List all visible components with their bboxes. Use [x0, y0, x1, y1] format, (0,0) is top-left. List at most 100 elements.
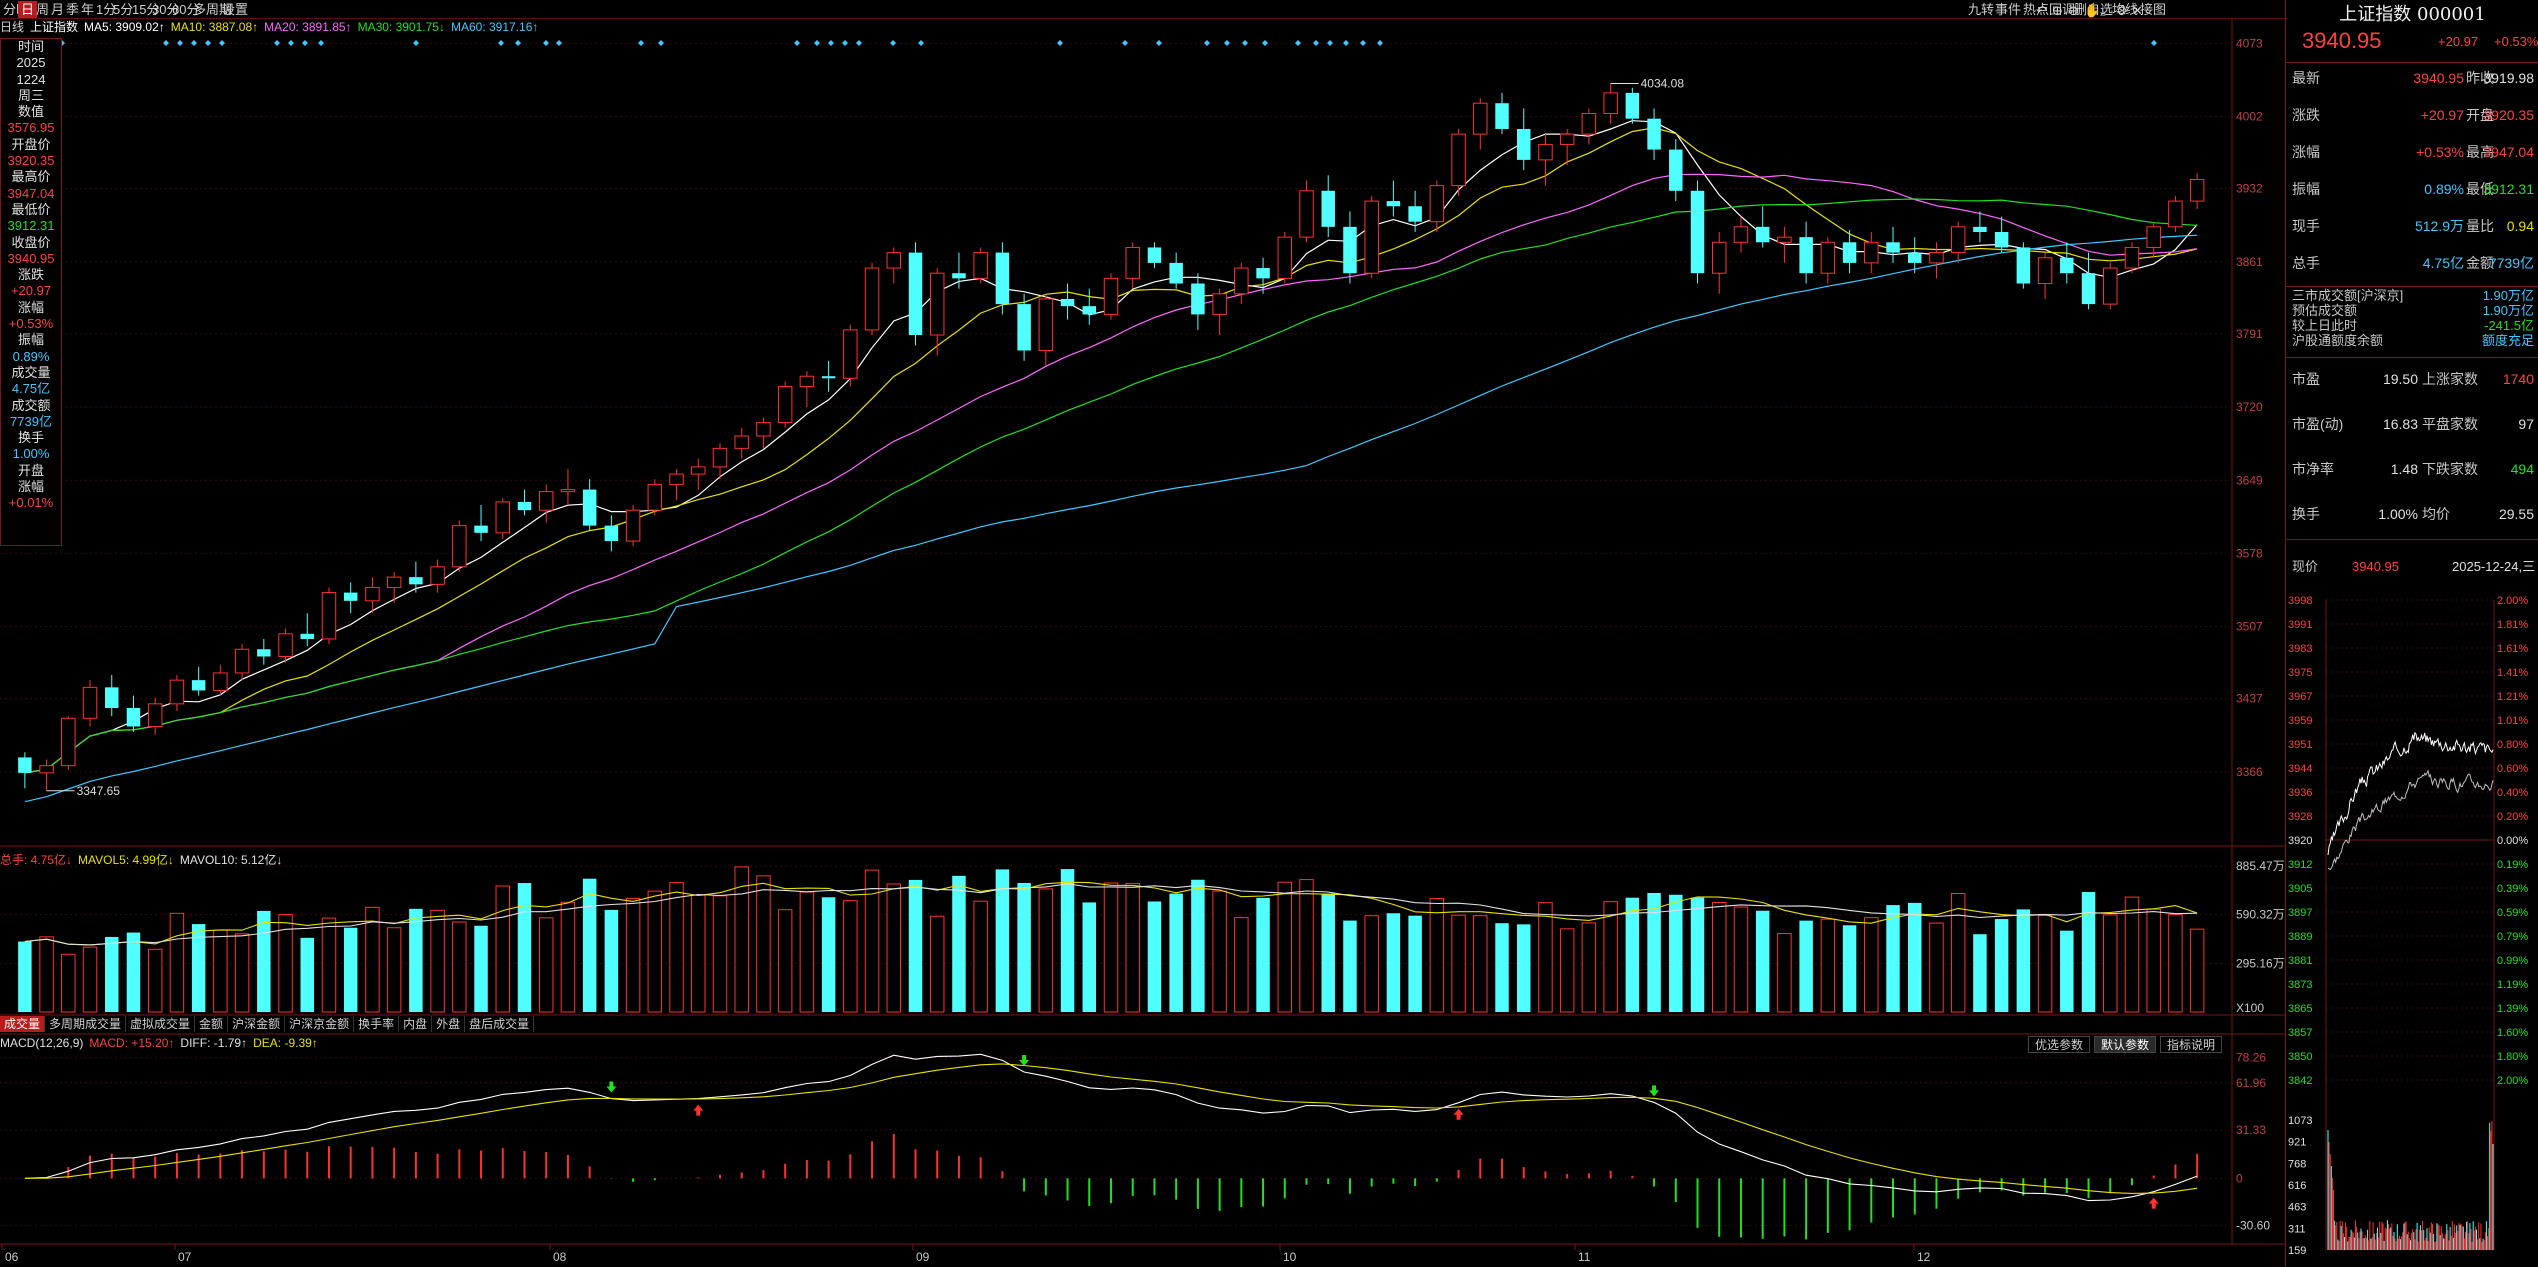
candle-body: [1451, 133, 1466, 187]
volume-bar: [691, 894, 706, 1013]
settings-icon[interactable]: ⚙: [2116, 3, 2128, 18]
info-line: 数值: [17, 104, 44, 120]
kline-chart[interactable]: 4073 4002 3932 3861 3791 3720 3649 3578 3507 3437…: [0, 0, 2285, 1267]
intraday-mini-chart[interactable]: 3998 2.00% 3991 1.81% 3983 1.61% 3975 1.41% 3967…: [2286, 560, 2538, 1260]
macd-button-1[interactable]: 默认参数: [2094, 1036, 2157, 1053]
period-tab-8[interactable]: 15分: [132, 2, 160, 17]
volume-bar: [777, 909, 793, 1013]
candle-body: [1603, 92, 1618, 115]
period-tab-11[interactable]: 多周期: [193, 2, 233, 17]
volume-bar: [409, 908, 423, 1012]
period-tab-3[interactable]: 月: [51, 2, 65, 17]
volume-bar: [604, 909, 619, 1012]
candle-body: [517, 501, 532, 511]
indicator-tab-2[interactable]: 虚拟成交量: [126, 1016, 196, 1032]
volume-bar: [1842, 925, 1857, 1012]
undo-icon[interactable]: ↶: [2036, 3, 2047, 18]
candle-body: [1929, 252, 1944, 264]
info-line: 7739亿: [10, 413, 52, 429]
mini-price-value: 3940.95: [2352, 559, 2399, 574]
quote-label: 昨收: [2466, 70, 2494, 86]
period-tab-5[interactable]: 年: [81, 2, 95, 17]
candle-body: [1625, 92, 1640, 119]
period-tab-10[interactable]: 60分: [172, 2, 200, 17]
candle-body: [2146, 226, 2161, 248]
volume-bar: [1712, 901, 1727, 1013]
candle-body: [952, 273, 966, 279]
quote-label: 涨跌: [2292, 107, 2320, 123]
period-tab-9[interactable]: 30分: [152, 2, 180, 17]
period-tab-6[interactable]: 1分: [96, 2, 117, 17]
indicator-tab-7[interactable]: 内盘: [399, 1016, 433, 1032]
indicator-tab-8[interactable]: 外盘: [432, 1016, 466, 1032]
period-toolbar: 分时日周月季年 1分 5分 15分 30分 60分 多周期 设置 九转 事件 热点回调 删自选 均线 接图: [0, 0, 2285, 19]
signal-marker: [1057, 40, 1063, 46]
period-tab-4[interactable]: 季: [66, 2, 80, 17]
candle-body: [2168, 200, 2183, 228]
stat-value: 29.55: [2498, 506, 2534, 522]
volume-bar: [257, 910, 271, 1012]
quote-value: 3920.35: [2483, 107, 2534, 123]
candle-body: [2037, 257, 2053, 285]
indicator-tab-0[interactable]: 成交量: [0, 1016, 46, 1032]
candle-body: [300, 633, 314, 639]
period-tab-2[interactable]: 周: [36, 2, 50, 17]
mini-right-axis-label: 0.99%: [2497, 955, 2528, 967]
volume-bar: [365, 906, 380, 1013]
candle-body: [2189, 179, 2205, 202]
volume-bar: [517, 883, 532, 1012]
mini-right-axis-label: 1.19%: [2497, 979, 2528, 991]
candle-body: [1212, 293, 1227, 315]
info-line: 振幅: [17, 332, 44, 348]
mini-right-axis-label: 1.39%: [2497, 1003, 2528, 1015]
volume-bar: [1147, 901, 1162, 1012]
candle-body: [1886, 242, 1900, 253]
indicator-tab-1[interactable]: 多周期成交量: [45, 1016, 127, 1032]
signal-marker: [413, 40, 419, 46]
info-line: 换手: [17, 430, 44, 446]
indicator-tab-9[interactable]: 盘后成交量: [465, 1016, 535, 1032]
candle-body: [1842, 242, 1857, 263]
toolbar-right-2[interactable]: 热点回调: [2023, 2, 2076, 17]
volume-bar: [2016, 909, 2031, 1012]
toolbar-right-5[interactable]: 接图: [2140, 2, 2167, 17]
toolbar-right-3[interactable]: 删自选: [2074, 2, 2114, 17]
candle-body: [82, 686, 98, 719]
macd-button-2[interactable]: 指标说明: [2160, 1036, 2223, 1053]
indicator-tab-6[interactable]: 换手率: [354, 1016, 400, 1032]
period-tab-12[interactable]: 设置: [222, 2, 249, 17]
volume-bar: [1929, 922, 1944, 1013]
candle-body: [1125, 246, 1140, 279]
indicator-tab-4[interactable]: 沪深金额: [228, 1016, 286, 1032]
price-change-pct: +0.53%: [2494, 34, 2538, 49]
mini-right-axis-label: 0.39%: [2497, 883, 2528, 895]
candle-body: [864, 267, 880, 331]
mini-left-axis-label: 3905: [2288, 883, 2312, 895]
close-icon[interactable]: ✕: [2132, 3, 2143, 18]
period-tab-1[interactable]: 日: [18, 1, 38, 18]
mini-left-axis-label: 3951: [2288, 739, 2312, 751]
download-icon[interactable]: ⤓: [2100, 3, 2106, 18]
volume-bar: [734, 866, 749, 1013]
ma-legend: 日线 上证指数 MA5: 3909.02↑ MA10: 3887.08↑ MA20: 3…: [0, 19, 544, 36]
mini-volume-axis-label: 921: [2288, 1137, 2306, 1149]
candle-body: [1169, 262, 1183, 284]
price-axis-label: 4002: [2236, 110, 2263, 124]
stock-title: 上证指数 000001: [2339, 4, 2486, 25]
zoom-in-icon[interactable]: ⊕: [2052, 3, 2063, 18]
zoom-out-icon[interactable]: ⊖: [2068, 3, 2079, 18]
toolbar-right-0[interactable]: 九转: [1968, 2, 1995, 17]
candle-body: [1343, 226, 1357, 274]
signal-marker: [814, 40, 820, 46]
toolbar-right-4[interactable]: 均线: [2112, 2, 2139, 17]
macd-button-0[interactable]: 优选参数: [2028, 1036, 2091, 1053]
candle-body: [1191, 283, 1205, 315]
quote-label: 总手: [2292, 255, 2320, 271]
period-tab-7[interactable]: 5分: [113, 2, 134, 17]
indicator-tab-5[interactable]: 沪深京金额: [285, 1016, 355, 1032]
toolbar-right-1[interactable]: 事件: [1995, 2, 2022, 17]
volume-bar: [1950, 893, 1966, 1013]
indicator-tab-3[interactable]: 金额: [195, 1016, 229, 1032]
hand-icon[interactable]: ✋: [2084, 3, 2100, 18]
volume-bar: [2081, 892, 2096, 1012]
